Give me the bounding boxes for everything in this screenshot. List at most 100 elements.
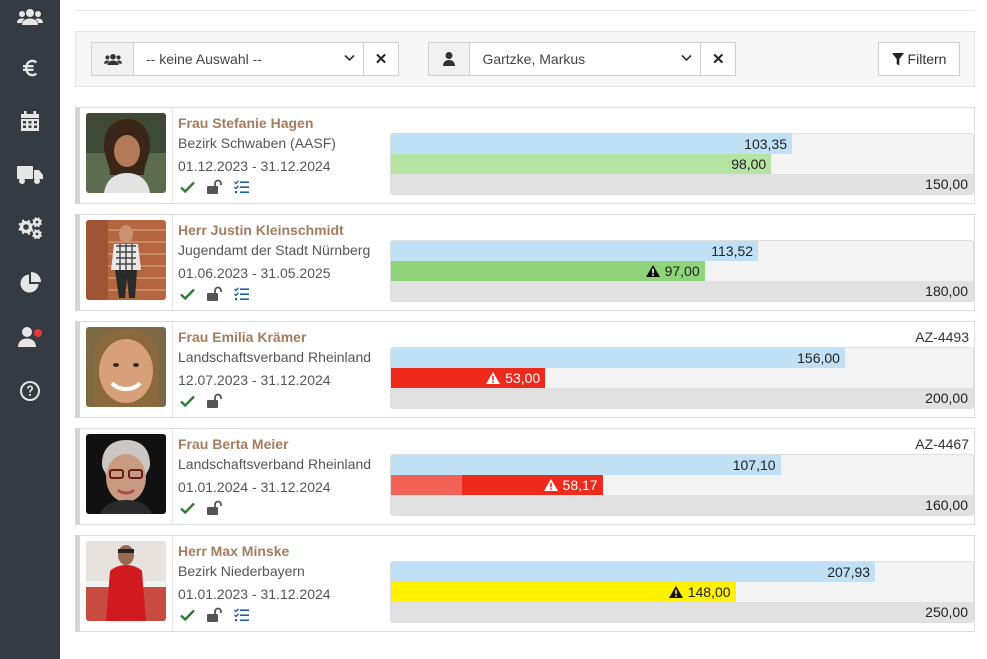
sidebar-item-calendar[interactable] [0,104,60,138]
client-name[interactable]: Herr Max Minske [178,543,290,559]
actual-value: 148,00 [687,584,731,600]
total-value: 250,00 [925,604,968,620]
file-number: AZ-4493 [915,329,969,345]
filter-button[interactable]: Filtern [878,42,960,76]
total-value: 160,00 [925,497,968,513]
divider [172,429,173,524]
unlock-icon[interactable] [206,286,223,301]
task-list-icon[interactable] [233,179,250,194]
users-icon [17,9,43,25]
planned-bar: 113,52 [391,241,759,261]
check-icon[interactable] [179,393,196,408]
euro-icon [23,59,37,77]
users-icon [103,53,122,65]
client-name[interactable]: Herr Justin Kleinschmidt [178,222,344,238]
actual-bar: 53,00 [391,368,546,388]
case-card[interactable]: Herr Max Minske Bezirk Niederbayern 01.0… [75,535,975,632]
actual-value: 98,00 [731,156,767,172]
task-list-icon[interactable] [233,607,250,622]
avatar [86,220,166,300]
total-bar: 160,00 [391,495,973,515]
filter-button-label: Filtern [907,51,947,67]
planned-value: 113,52 [711,243,754,259]
truck-icon [17,166,43,184]
person-clear-button[interactable]: ✕ [711,51,725,68]
notification-dot [34,329,42,337]
client-name[interactable]: Frau Berta Meier [178,436,289,452]
sidebar-item-finance[interactable] [0,51,60,85]
total-bar: 200,00 [391,388,973,408]
case-card[interactable]: Frau Emilia Krämer Landschaftsverband Rh… [75,321,975,418]
planned-value: 103,35 [744,136,787,152]
chevron-down-icon [681,54,693,62]
group-filter: -- keine Auswahl -- ✕ [91,42,399,76]
budget-chart: 156,00 53,00 200,00 [390,347,974,409]
period: 01.12.2023 - 31.12.2024 [178,158,331,174]
check-icon[interactable] [179,286,196,301]
period: 01.06.2023 - 31.05.2025 [178,265,331,281]
check-icon[interactable] [179,607,196,622]
task-list-icon[interactable] [233,286,250,301]
budget-chart: 107,10 58,17 160,00 [390,454,974,516]
actual-bar: 148,00 [391,582,736,602]
total-value: 200,00 [925,390,968,406]
period: 12.07.2023 - 31.12.2024 [178,372,331,388]
planned-bar: 207,93 [391,562,876,582]
total-value: 150,00 [925,176,968,192]
sidebar-item-help[interactable] [0,374,60,408]
person-select[interactable]: Gartzke, Markus [470,43,702,75]
unlock-icon[interactable] [206,500,223,515]
check-icon[interactable] [179,179,196,194]
actual-bar: 97,00 [391,261,705,281]
person-filter-addon [429,43,471,75]
cost-bearer: Landschaftsverband Rheinland [178,456,372,472]
user-notification-icon [18,327,36,347]
avatar [86,541,166,621]
avatar [86,113,166,193]
person-select-value: Gartzke, Markus [482,51,586,67]
user-icon [443,52,456,66]
total-bar: 150,00 [391,174,973,194]
planned-bar: 103,35 [391,134,792,154]
pie-chart-icon [20,272,41,293]
group-clear-button[interactable]: ✕ [374,51,388,68]
sidebar-item-users[interactable] [0,0,60,34]
total-value: 180,00 [925,283,968,299]
actual-value: 97,00 [664,263,700,279]
warning-icon [668,586,683,598]
sidebar-item-settings[interactable] [0,211,60,245]
planned-bar: 107,10 [391,455,781,475]
top-divider [75,10,975,11]
file-number: AZ-4467 [915,436,969,452]
planned-value: 207,93 [827,564,871,580]
sidebar-item-user-messages[interactable] [0,320,60,354]
case-card[interactable]: Herr Justin Kleinschmidt Jugendamt der S… [75,214,975,311]
funnel-icon [891,52,904,65]
case-card[interactable]: Frau Stefanie Hagen Bezirk Schwaben (AAS… [75,107,975,204]
client-name[interactable]: Frau Emilia Krämer [178,329,307,345]
cost-bearer: Jugendamt der Stadt Nürnberg [178,242,371,258]
actual-bar: 58,17 [461,475,603,495]
sidebar-item-transport[interactable] [0,158,60,192]
cost-bearer: Landschaftsverband Rheinland [178,349,372,365]
unlock-icon[interactable] [206,179,223,194]
actual-value: 53,00 [505,370,541,386]
status-icons [179,179,250,194]
unlock-icon[interactable] [206,607,223,622]
status-icons [179,286,250,301]
help-icon [20,381,40,401]
sidebar-item-statistics[interactable] [0,266,60,300]
actual-bar: 98,00 [391,154,772,174]
group-select[interactable]: -- keine Auswahl -- [134,43,364,75]
group-select-value: -- keine Auswahl -- [146,51,262,67]
cost-bearer: Bezirk Schwaben (AASF) [178,135,336,151]
budget-chart: 207,93 148,00 250,00 [390,561,974,623]
cost-bearer: Bezirk Niederbayern [178,563,305,579]
client-name[interactable]: Frau Stefanie Hagen [178,115,314,131]
divider [172,536,173,631]
avatar [86,434,166,514]
unlock-icon[interactable] [206,393,223,408]
case-card[interactable]: Frau Berta Meier Landschaftsverband Rhei… [75,428,975,525]
status-icons [179,393,223,408]
check-icon[interactable] [179,500,196,515]
